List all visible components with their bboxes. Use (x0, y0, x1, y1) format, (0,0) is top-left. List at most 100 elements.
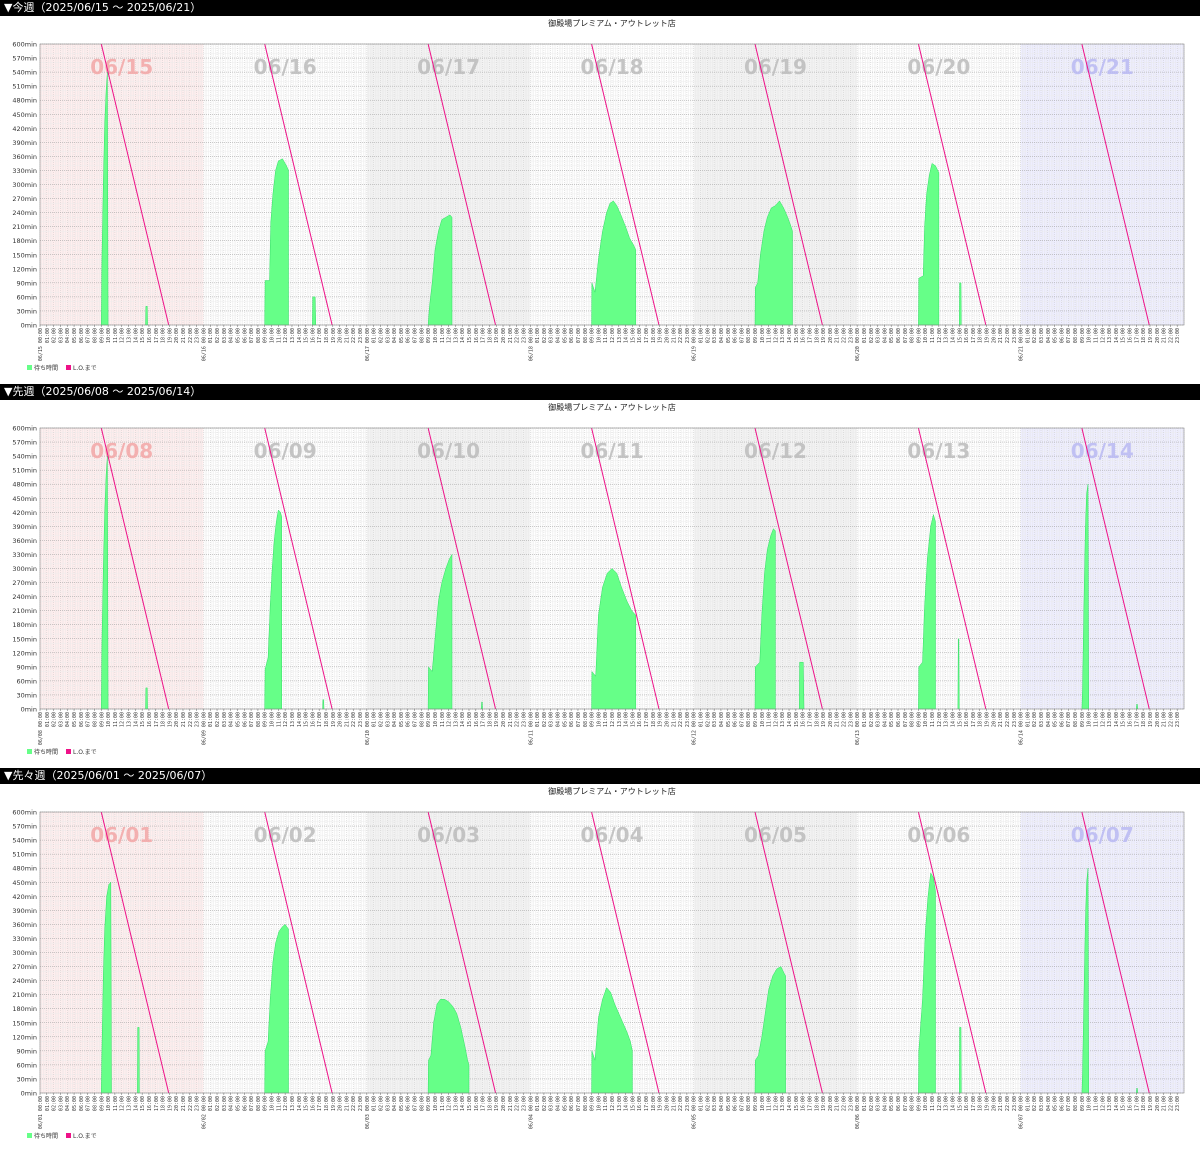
x-tick-label: 12:00 (447, 328, 453, 343)
x-tick-label: 08:00 (419, 328, 425, 343)
chart-title: 御殿場プレミアム・アウトレット店 (548, 786, 675, 796)
wait-time-area (591, 987, 633, 1094)
x-tick-label: 21:00 (671, 328, 677, 343)
x-tick-label: 19:00 (658, 712, 664, 727)
x-tick-label: 08:00 (1073, 328, 1079, 343)
x-tick-label: 22:00 (1168, 1096, 1174, 1111)
x-tick-label: 15:00 (304, 328, 310, 343)
x-tick-label: 15:00 (1121, 1096, 1127, 1111)
week-header[interactable]: ▼今週（2025/06/15 ～ 2025/06/21） (0, 0, 1200, 16)
x-tick-label: 23:00 (522, 1096, 528, 1111)
wait-time-area (754, 200, 793, 326)
x-tick-label: 03:00 (58, 712, 64, 727)
x-tick-label: 21:00 (998, 328, 1004, 343)
x-tick-label: 12:00 (610, 712, 616, 727)
x-tick-label: 15:00 (794, 328, 800, 343)
x-tick-label: 19:00 (985, 712, 991, 727)
y-tick-label: 600min (12, 41, 37, 49)
x-tick-label: 01:00 (208, 1096, 214, 1111)
x-tick-label: 14:00 (460, 712, 466, 727)
y-tick-label: 510min (12, 83, 37, 91)
x-axis: 06/08 00:00 01:00 02:00 03:00 04:00 05:00 06:0… (38, 709, 1181, 745)
x-tick-label: 07:00 (413, 712, 419, 727)
x-tick-label: 08:00 (419, 712, 425, 727)
lo-countdown-line (1081, 43, 1150, 326)
x-tick-label: 03:00 (712, 328, 718, 343)
y-tick-label: 330min (12, 935, 37, 943)
x-tick-label: 02:00 (215, 1096, 221, 1111)
y-tick-label: 210min (12, 607, 37, 615)
x-tick-label: 16:00 (474, 1096, 480, 1111)
x-tick-label: 16:00 (964, 328, 970, 343)
x-tick-label: 02:00 (52, 1096, 58, 1111)
x-tick-label: 01:00 (535, 712, 541, 727)
y-tick-label: 570min (12, 55, 37, 63)
x-tick-label: 10:00 (270, 1096, 276, 1111)
x-tick-label: 15:00 (467, 1096, 473, 1111)
x-tick-label: 17:00 (317, 1096, 323, 1111)
x-tick-label: 02:00 (705, 1096, 711, 1111)
x-tick-label: 10:00 (106, 1096, 112, 1111)
day-watermark-label: 06/05 (744, 823, 807, 847)
x-tick-label: 13:00 (1107, 1096, 1113, 1111)
x-tick-label: 16:00 (801, 1096, 807, 1111)
y-tick-label: 90min (16, 663, 37, 671)
x-tick-label: 23:00 (1012, 712, 1018, 727)
wait-time-chart: 御殿場プレミアム・アウトレット店 06/08 06/09 06/10 06/11 06/1… (12, 402, 1185, 756)
x-tick-label: 10:00 (923, 328, 929, 343)
x-tick-label: 05:00 (399, 1096, 405, 1111)
x-tick-label: 20:00 (991, 712, 997, 727)
x-tick-label: 06:00 (733, 328, 739, 343)
x-tick-label: 05:00 (726, 712, 732, 727)
x-tick-label: 12:00 (283, 1096, 289, 1111)
x-tick-label: 02:00 (215, 328, 221, 343)
x-tick-label: 03:00 (549, 712, 555, 727)
x-tick-label: 10:00 (596, 1096, 602, 1111)
legend-wait-label: 待ち時間 (34, 364, 58, 372)
x-tick-label: 13:00 (127, 712, 133, 727)
x-tick-label: 02:00 (705, 712, 711, 727)
x-tick-label: 21:00 (508, 712, 514, 727)
x-tick-label: 07:00 (576, 328, 582, 343)
lo-countdown-line (1081, 811, 1150, 1094)
x-tick-label: 23:00 (195, 328, 201, 343)
x-tick-label: 16:00 (637, 712, 643, 727)
y-tick-label: 570min (12, 823, 37, 831)
x-tick-label: 10:00 (923, 712, 929, 727)
x-tick-label: 14:00 (297, 712, 303, 727)
week-header[interactable]: ▼先々週（2025/06/01 ～ 2025/06/07） (0, 768, 1200, 784)
week-header[interactable]: ▼先週（2025/06/08 ～ 2025/06/14） (0, 384, 1200, 400)
x-tick-label: 23:00 (195, 1096, 201, 1111)
wait-time-area (101, 456, 109, 710)
x-tick-label: 03:00 (549, 328, 555, 343)
x-tick-label: 04:00 (1046, 712, 1052, 727)
x-tick-label: 23:00 (848, 712, 854, 727)
x-tick-label: 11:00 (767, 1096, 773, 1111)
x-tick-label: 19:00 (494, 328, 500, 343)
day-watermark-label: 06/10 (417, 439, 480, 463)
x-tick-label: 17:00 (644, 328, 650, 343)
x-tick-label: 13:00 (617, 712, 623, 727)
x-tick-label: 01:00 (208, 328, 214, 343)
x-tick-label: 10:00 (760, 1096, 766, 1111)
x-tick-label: 19:00 (1148, 328, 1154, 343)
x-tick-label: 20:00 (828, 712, 834, 727)
y-tick-label: 420min (12, 125, 37, 133)
legend-lo-label: L.O.まで (73, 749, 97, 756)
x-tick-label: 22:00 (678, 712, 684, 727)
y-tick-label: 390min (12, 523, 37, 531)
x-tick-label: 16:00 (310, 712, 316, 727)
x-tick-label: 18:00 (1141, 1096, 1147, 1111)
y-tick-label: 540min (12, 69, 37, 77)
day-watermark-label: 06/21 (1071, 55, 1134, 79)
x-tick-label: 22:00 (351, 1096, 357, 1111)
x-date-tick-label: 06/16 00:00 (201, 328, 207, 361)
x-tick-label: 04:00 (65, 712, 71, 727)
x-tick-label: 09:00 (263, 712, 269, 727)
day-watermark-label: 06/14 (1071, 439, 1134, 463)
x-tick-label: 06:00 (242, 1096, 248, 1111)
x-tick-label: 14:00 (624, 1096, 630, 1111)
x-tick-label: 05:00 (236, 328, 242, 343)
x-tick-label: 21:00 (835, 1096, 841, 1111)
x-date-tick-label: 06/03 00:00 (365, 1096, 371, 1129)
